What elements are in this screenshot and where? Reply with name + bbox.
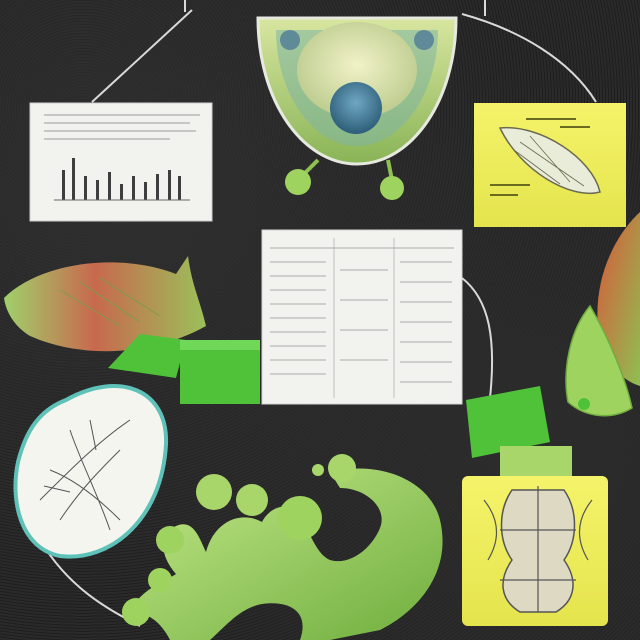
amoeba-cell-shape <box>122 454 443 640</box>
bar-chart-paper <box>29 102 213 222</box>
red-leaf-shape <box>565 212 640 417</box>
document-sheet <box>261 229 463 405</box>
yellow-skeleton-card <box>462 476 608 626</box>
sticky-note-diagram <box>474 103 626 227</box>
green-ribbon <box>108 334 572 480</box>
green-organism-icon <box>256 16 458 200</box>
leaf-sketch-egg <box>13 384 169 559</box>
fish-illustration <box>4 256 206 352</box>
